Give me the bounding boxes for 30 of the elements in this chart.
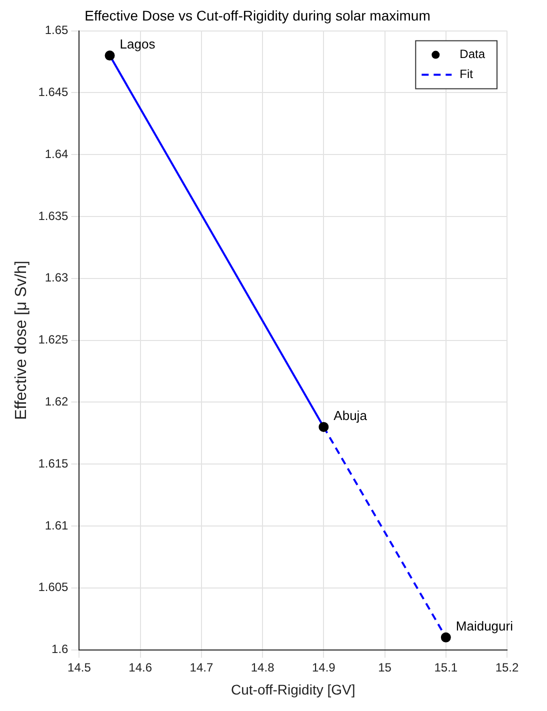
y-tick-label: 1.635 bbox=[38, 208, 69, 223]
x-tick-label: 15 bbox=[378, 660, 392, 674]
y-tick-label: 1.63 bbox=[44, 270, 69, 285]
x-tick-label: 14.8 bbox=[250, 660, 275, 674]
point bbox=[440, 632, 451, 642]
annotation: Abuja bbox=[334, 408, 368, 424]
y-tick-label: 1.64 bbox=[44, 146, 69, 161]
point bbox=[318, 422, 329, 432]
x-tick-label: 14.5 bbox=[68, 660, 92, 674]
x-tick-label: 15.2 bbox=[495, 660, 519, 674]
annotation: Lagos bbox=[120, 36, 156, 52]
y-tick-label: 1.6 bbox=[52, 642, 69, 656]
x-tick-label: 14.6 bbox=[128, 660, 152, 674]
point bbox=[104, 50, 115, 61]
annotation: Maiduguri bbox=[456, 618, 514, 634]
y-axis-title: Effective dose [μ Sv/h] bbox=[13, 260, 30, 420]
x-axis-title: Cut-off-Rigidity [GV] bbox=[230, 681, 356, 698]
y-tick-label: 1.65 bbox=[44, 23, 69, 38]
legend-label: Fit bbox=[460, 67, 474, 82]
y-tick-label: 1.62 bbox=[44, 394, 69, 409]
y-tick-label: 1.605 bbox=[38, 580, 69, 594]
legend-label: Data bbox=[460, 47, 486, 62]
chart-title: Effective Dose vs Cut-off-Rigidity during solar maximum bbox=[84, 7, 430, 24]
y-tick-label: 1.625 bbox=[38, 332, 69, 347]
x-tick-label: 14.7 bbox=[190, 660, 214, 674]
y-tick-label: 1.645 bbox=[38, 85, 69, 100]
x-tick-label: 15.1 bbox=[434, 660, 458, 674]
y-tick-label: 1.61 bbox=[44, 518, 69, 532]
x-tick-label: 14.9 bbox=[312, 660, 336, 674]
y-tick-label: 1.615 bbox=[38, 456, 69, 470]
